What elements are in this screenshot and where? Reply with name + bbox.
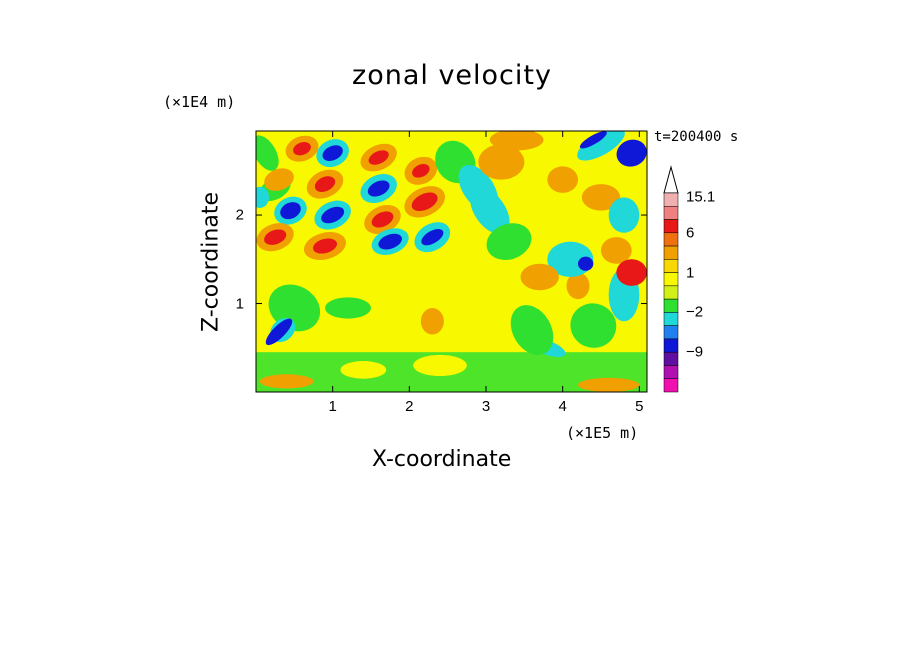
contour-field xyxy=(256,131,647,392)
colorbar-swatch xyxy=(663,365,679,379)
contour-region xyxy=(371,211,394,228)
contour-region xyxy=(478,144,525,180)
colorbar-swatch xyxy=(663,272,679,287)
z-tick-label: 1 xyxy=(235,295,244,313)
contour-region xyxy=(601,237,632,264)
colorbar-swatch xyxy=(663,338,679,353)
contour-region xyxy=(579,131,607,149)
contour-region xyxy=(314,176,336,192)
colorbar-swatch xyxy=(663,325,679,340)
contour-region xyxy=(455,285,502,322)
colorbar-label: 15.1 xyxy=(686,188,716,206)
contour-region xyxy=(470,187,510,235)
contour-region xyxy=(378,233,402,250)
colorbar-swatch xyxy=(663,245,679,260)
contour-region xyxy=(411,192,438,212)
contour-region xyxy=(578,256,594,271)
contour-region xyxy=(413,354,467,377)
contour-region xyxy=(578,377,640,392)
contour-region xyxy=(259,374,314,389)
contour-region xyxy=(367,180,390,197)
colorbar-swatch xyxy=(663,232,679,247)
contour-region xyxy=(313,238,337,254)
x-tick-label: 3 xyxy=(481,398,491,415)
z-axis-unit-label: (×1E4 m) xyxy=(163,93,236,111)
contour-region xyxy=(293,142,311,156)
colorbar xyxy=(663,165,679,393)
colorbar-label: 6 xyxy=(686,224,695,242)
colorbar-swatch xyxy=(663,192,679,207)
contour-region xyxy=(570,303,617,348)
contour-region xyxy=(322,145,343,161)
contour-region xyxy=(486,223,532,260)
contour-region xyxy=(421,229,444,246)
colorbar-label: 1 xyxy=(686,264,695,282)
colorbar-swatch xyxy=(663,285,679,300)
contour-region xyxy=(265,318,293,346)
x-tick-label: 5 xyxy=(635,398,644,415)
contour-region xyxy=(280,202,301,220)
colorbar-swatch xyxy=(663,219,679,234)
contour-region xyxy=(608,197,640,233)
contour-region xyxy=(264,229,287,245)
contour-region xyxy=(616,259,647,286)
x-tick-label: 1 xyxy=(328,398,337,415)
contour-region xyxy=(489,131,544,151)
colorbar-label: −9 xyxy=(686,343,704,361)
contour-region xyxy=(256,135,279,171)
contour-region xyxy=(420,307,444,335)
time-label: t=200400 s xyxy=(654,129,739,145)
colorbar-swatch xyxy=(663,259,679,273)
plot-frame xyxy=(255,130,648,393)
contour-region xyxy=(616,139,647,167)
axis-ticks xyxy=(256,131,647,392)
contour-region xyxy=(412,163,430,178)
x-axis-label: X-coordinate xyxy=(372,447,512,472)
contour-region xyxy=(325,297,371,319)
contour-region xyxy=(547,166,579,193)
colorbar-swatch xyxy=(663,312,679,326)
colorbar-swatch xyxy=(663,298,679,313)
contour-region xyxy=(321,206,345,224)
contour-region xyxy=(340,361,387,379)
x-tick-label: 2 xyxy=(405,398,414,415)
colorbar-swatch xyxy=(663,206,679,220)
contour-region xyxy=(581,184,621,211)
contour-region xyxy=(510,305,554,355)
contour-region xyxy=(577,131,625,161)
colorbar-extend-arrow xyxy=(663,165,679,194)
z-tick-label: 2 xyxy=(235,206,244,224)
colorbar-swatch xyxy=(663,378,679,393)
chart-title: zonal velocity xyxy=(352,60,552,91)
x-axis-unit-label: (×1E5 m) xyxy=(566,424,639,442)
contour-region xyxy=(368,150,389,165)
colorbar-swatch xyxy=(663,351,679,366)
contour-region xyxy=(256,186,270,208)
contour-region xyxy=(520,263,559,291)
contour-region xyxy=(264,168,294,191)
contour-region xyxy=(566,272,590,300)
colorbar-label: −2 xyxy=(686,303,704,321)
x-tick-label: 4 xyxy=(558,398,567,415)
